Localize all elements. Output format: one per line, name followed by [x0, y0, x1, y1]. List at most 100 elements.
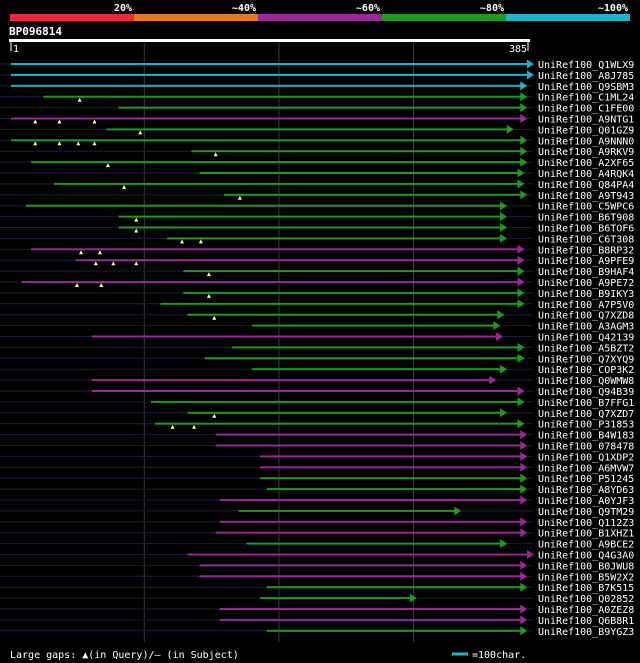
hit-row: UniRef100_Q1WLX9: [0, 59, 634, 71]
gap-marker: [93, 261, 98, 266]
hit-bar: [43, 95, 522, 98]
hit-bar: [238, 509, 456, 512]
hit-label: UniRef100_Q02852: [538, 594, 634, 605]
gap-marker: [111, 261, 116, 266]
gridlines: [143, 43, 415, 642]
hit-bar: [199, 564, 522, 567]
gap-marker: [213, 152, 218, 157]
hit-label: UniRef100_P51245: [538, 474, 634, 485]
hit-arrow: [493, 321, 501, 331]
hit-arrow: [517, 244, 525, 254]
hit-row: UniRef100_B0JWU8: [0, 560, 634, 572]
gap-marker: [170, 424, 175, 429]
hit-label: UniRef100_A6MVW7: [538, 463, 634, 474]
hit-label: UniRef100_Q4G3A0: [538, 551, 634, 562]
hit-label: UniRef100_B5W2X2: [538, 572, 634, 583]
hit-row: UniRef100_A0YJF3: [0, 495, 634, 507]
query-bar: [9, 39, 530, 42]
hit-arrow: [527, 550, 534, 559]
hit-label: UniRef100_B0JWU8: [538, 561, 634, 572]
hit-bar: [91, 379, 491, 382]
hit-label: UniRef100_Q7XZD7: [538, 409, 634, 420]
hit-bar: [231, 346, 519, 349]
hit-arrow: [517, 342, 525, 352]
hit-row: UniRef100_Q94B39: [0, 386, 634, 398]
hit-row: UniRef100_A8J785: [0, 70, 634, 82]
hit-bar: [260, 597, 411, 600]
gap-marker: [57, 119, 62, 124]
scale-label: ~80%: [480, 3, 504, 14]
hit-label: UniRef100_A0YJF3: [538, 496, 634, 507]
hit-arrow: [520, 451, 528, 461]
hit-label: UniRef100_078478: [538, 442, 634, 453]
hit-label: UniRef100_Q9TM29: [538, 507, 634, 518]
hit-arrow: [500, 539, 508, 549]
hit-arrow: [520, 495, 528, 505]
hit-label: UniRef100_B7K515: [538, 583, 634, 594]
hit-row: UniRef100_C1ML24: [0, 92, 634, 104]
hit-bar: [266, 586, 522, 589]
hit-row: UniRef100_A5BZT2: [0, 342, 634, 354]
hit-row: UniRef100_A6MVW7: [0, 462, 634, 474]
gap-marker: [77, 97, 82, 102]
query-start-label: 1: [13, 44, 19, 55]
hit-row: UniRef100_B9IKY3: [0, 288, 634, 300]
hit-arrow: [517, 419, 525, 429]
gap-marker: [79, 250, 84, 255]
query-id: BP096814: [9, 25, 62, 38]
hit-row: UniRef100_C5WPC6: [0, 201, 634, 213]
hit-bar: [183, 291, 519, 294]
hit-bar: [199, 172, 519, 174]
hit-bar: [54, 182, 519, 185]
hit-label: UniRef100_A9PE72: [538, 278, 634, 289]
hit-bar: [11, 73, 528, 76]
gap-marker: [134, 228, 139, 233]
hit-bar: [183, 270, 519, 273]
hit-bar: [31, 248, 519, 251]
hit-row: UniRef100_Q42139: [0, 332, 634, 344]
hit-bar: [75, 259, 519, 262]
hit-label: UniRef100_Q94B39: [538, 387, 634, 398]
scale-segment: [382, 14, 506, 21]
hit-row: UniRef100_A9NNN0: [0, 135, 634, 147]
hit-label: UniRef100_COP3K2: [538, 365, 634, 376]
hit-bar: [21, 281, 519, 283]
hit-bar: [25, 204, 502, 207]
hit-row: UniRef100_A9PFE9: [0, 255, 634, 267]
hit-bar: [187, 313, 499, 316]
hit-bar: [199, 575, 522, 578]
hit-arrow: [520, 81, 528, 91]
hit-label: UniRef100_Q0WMW8: [538, 376, 634, 387]
hit-bar: [187, 411, 502, 414]
hit-row: UniRef100_P31853: [0, 419, 634, 431]
gap-marker: [33, 119, 38, 124]
hit-row: UniRef100_C6T308: [0, 233, 634, 245]
gap-marker: [206, 293, 211, 298]
hit-arrow: [500, 212, 508, 222]
hit-arrow: [520, 582, 528, 592]
hit-row: UniRef100_A8YD63: [0, 484, 634, 496]
hit-arrow: [520, 528, 528, 538]
scale-segment: [10, 14, 134, 21]
hit-label: UniRef100_Q7XYQ9: [538, 354, 634, 365]
hit-arrow: [500, 408, 508, 418]
scale-segment: [258, 14, 382, 21]
hit-label: UniRef100_B6TOF6: [538, 224, 634, 235]
hit-row: UniRef100_Q7XZD8: [0, 310, 634, 322]
hit-row: UniRef100_Q0WMW8: [0, 375, 634, 387]
hit-arrow: [517, 277, 525, 287]
hit-bar: [31, 161, 522, 164]
hit-label: UniRef100_P31853: [538, 420, 634, 431]
hit-arrow: [500, 223, 508, 232]
hit-label: UniRef100_Q84PA4: [538, 180, 634, 191]
scale-label: ~100%: [598, 3, 628, 14]
hit-bar: [215, 531, 522, 534]
hit-bar: [219, 608, 522, 610]
hit-arrow: [520, 462, 528, 472]
hit-bar: [155, 422, 519, 425]
hit-bar: [191, 150, 522, 153]
hit-bar: [118, 106, 522, 109]
gap-marker: [212, 413, 217, 418]
